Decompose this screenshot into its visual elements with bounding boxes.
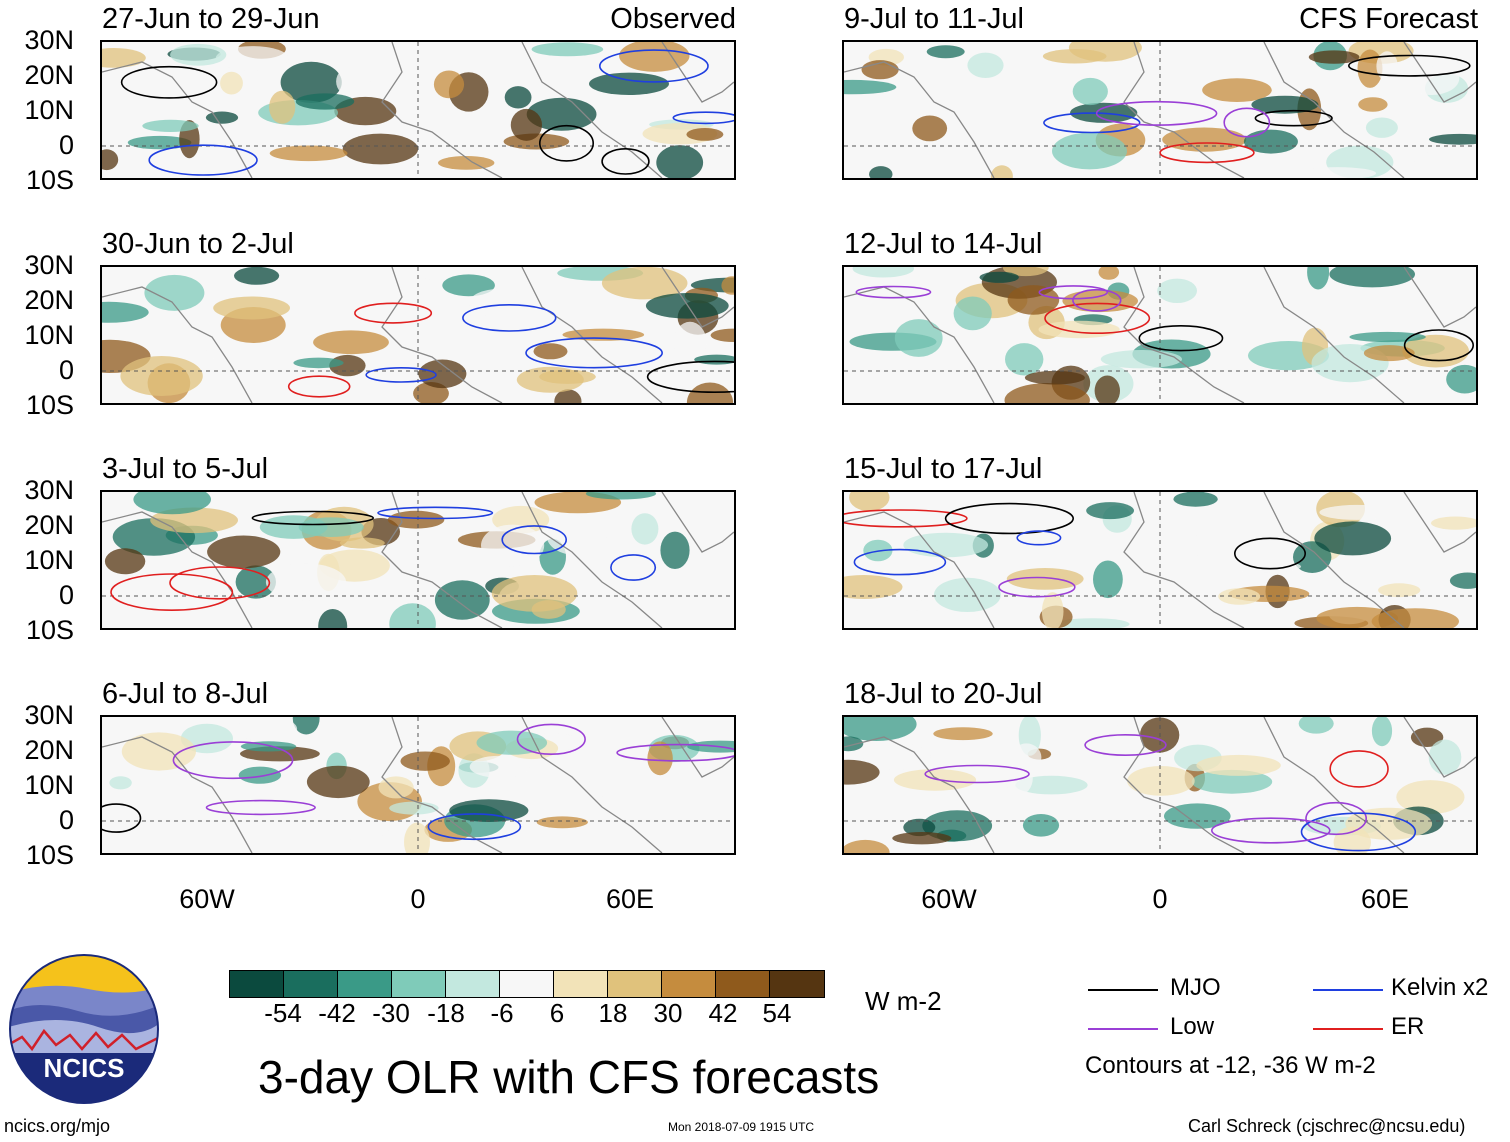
lon-label-0-right: 0 [1152,884,1168,914]
legend-contour-note: Contours at -12, -36 W m-2 [1085,1052,1376,1079]
legend-line-low [1088,1028,1158,1030]
lat-label: 30N [24,475,74,505]
lat-label: 20N [24,510,74,540]
lat-label: 20N [24,735,74,765]
lon-label-60w-left: 60W [179,884,235,914]
legend-label-low: Low [1170,1013,1215,1040]
forecast-label: CFS Forecast [1299,3,1478,35]
lat-label: 0 [58,130,74,160]
logo-text: NCICS [44,1053,125,1083]
lon-label-60e-right: 60E [1360,884,1410,914]
footer-timestamp: Mon 2018-07-09 1915 UTC [668,1120,815,1134]
legend-label-er: ER [1391,1013,1425,1040]
footer-author: Carl Schreck (cjschrec@ncsu.edu) [1188,1116,1466,1136]
lat-label: 0 [58,805,74,835]
fc-panel-title-4: 18-Jul to 20-Jul [844,678,1043,710]
legend-line-er [1313,1028,1383,1030]
obs-panel-title-1: 27-Jun to 29-Jun [102,3,320,35]
colorbar-swatch [392,971,446,997]
colorbar-swatch [446,971,500,997]
obs-panel-title-4: 6-Jul to 8-Jul [102,678,269,710]
lat-label: 10N [24,320,74,350]
lat-label: 0 [58,580,74,610]
lat-label: 10S [25,840,74,870]
map-panel-forecast-2 [842,265,1478,405]
colorbar-label: -6 [490,998,514,1028]
colorbar-swatch [608,971,662,997]
colorbar-units: W m-2 [865,986,942,1016]
lat-label: 10N [24,545,74,575]
fc-panel-title-1: 9-Jul to 11-Jul [844,3,1024,35]
map-panel-observed-1 [100,40,736,180]
map-panel-observed-2 [100,265,736,405]
lon-label-60e-left: 60E [605,884,655,914]
fc-panel-title-2: 12-Jul to 14-Jul [844,228,1043,260]
map-panel-forecast-1 [842,40,1478,180]
colorbar-label: 30 [653,998,683,1028]
colorbar-label: -54 [264,998,302,1028]
colorbar-label: 6 [549,998,565,1028]
colorbar-swatch [230,971,284,997]
main-title: 3-day OLR with CFS forecasts [258,1051,880,1103]
colorbar-swatch [500,971,554,997]
colorbar-label: -30 [372,998,410,1028]
colorbar-label: 18 [598,998,628,1028]
footer-url: ncics.org/mjo [4,1116,111,1136]
colorbar-swatch [554,971,608,997]
lon-label-0-left: 0 [410,884,426,914]
colorbar-swatch [716,971,770,997]
lat-label: 0 [58,355,74,385]
colorbar-swatch [770,971,824,997]
colorbar-label: 54 [762,998,792,1028]
lat-label: 10S [25,165,74,195]
legend-line-mjo [1088,989,1158,991]
lat-label: 30N [24,700,74,730]
lat-label: 30N [24,250,74,280]
map-panel-observed-3 [100,490,736,630]
lat-label: 30N [24,25,74,55]
legend-label-mjo: MJO [1170,974,1221,1001]
colorbar-swatch [662,971,716,997]
legend-label-kelvin: Kelvin x2 [1391,974,1489,1001]
obs-panel-title-3: 3-Jul to 5-Jul [102,453,269,485]
lat-label: 10N [24,95,74,125]
colorbar-label: 42 [708,998,738,1028]
colorbar [229,970,825,998]
lat-label: 20N [24,60,74,90]
lat-label: 10S [25,390,74,420]
map-panel-forecast-4 [842,715,1478,855]
ncics-logo: NCICS [8,953,160,1105]
colorbar-label: -42 [318,998,356,1028]
lat-label: 20N [24,285,74,315]
map-panel-forecast-3 [842,490,1478,630]
map-panel-observed-4 [100,715,736,855]
colorbar-swatch [338,971,392,997]
observed-label: Observed [610,3,736,35]
lat-label: 10S [25,615,74,645]
colorbar-label: -18 [427,998,465,1028]
colorbar-swatch [284,971,338,997]
legend-line-kelvin [1313,989,1383,991]
lat-label: 10N [24,770,74,800]
fc-panel-title-3: 15-Jul to 17-Jul [844,453,1043,485]
obs-panel-title-2: 30-Jun to 2-Jul [102,228,294,260]
lon-label-60w-right: 60W [921,884,977,914]
